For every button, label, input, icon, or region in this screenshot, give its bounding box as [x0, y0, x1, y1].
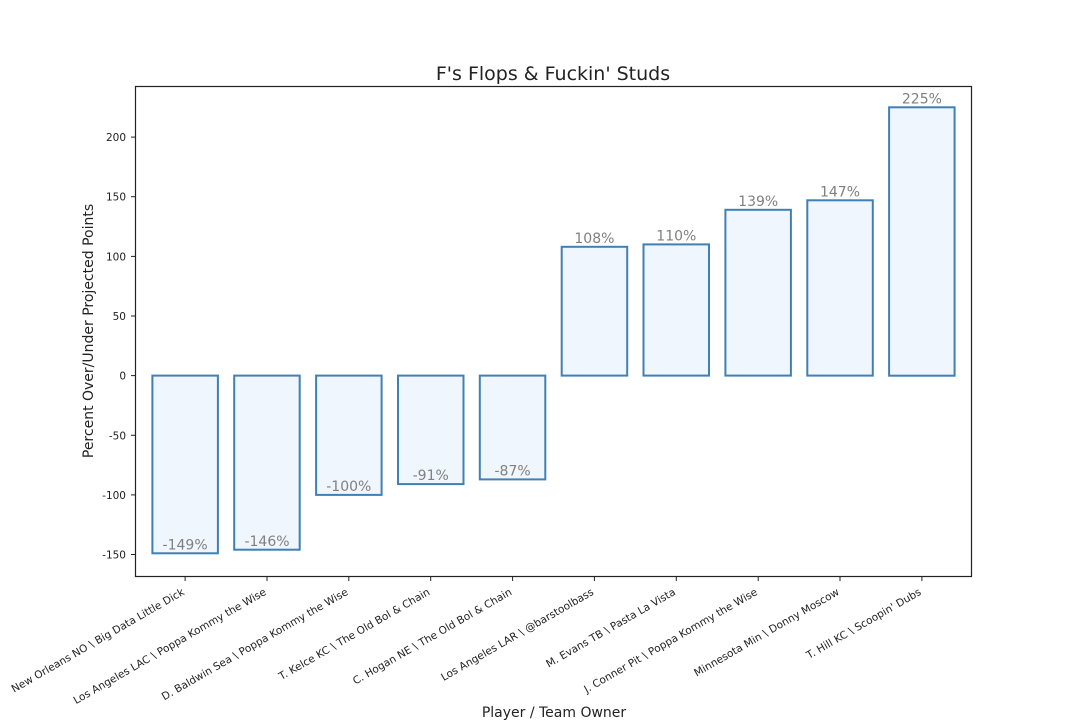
y-axis: -150 -100 -50 0 50 100 150 200	[102, 132, 136, 561]
x-tick-label-8: J. Conner Pit \ Poppa Kommy the Wise	[581, 586, 759, 696]
bars-layer	[152, 107, 954, 553]
bar-2	[234, 376, 300, 550]
x-tick-label-5: C. Hogan NE \ The Old Bol & Chain	[351, 586, 514, 687]
data-label-10: 225%	[902, 91, 942, 107]
data-label-6: 108%	[574, 231, 614, 247]
data-label-1: -149%	[163, 537, 208, 553]
data-label-7: 110%	[656, 228, 696, 244]
bar-9	[807, 200, 873, 375]
y-axis-label: Percent Over/Under Projected Points	[81, 204, 97, 458]
y-tick-label-4: 0	[119, 371, 126, 383]
data-label-2: -146%	[244, 534, 289, 550]
x-tick-label-4: T. Kelce KC \ The Old Bol & Chain	[276, 586, 432, 683]
data-label-4: -91%	[413, 468, 449, 484]
y-tick-label-6: 100	[106, 251, 126, 263]
chart-title: F's Flops & Fuckin' Studs	[436, 63, 670, 85]
bar-3	[316, 376, 382, 495]
bar-10	[889, 107, 955, 375]
x-tick-label-6: Los Angeles LAR \ @barstoolbass	[439, 586, 596, 683]
y-tick-label-7: 150	[106, 192, 126, 204]
data-label-5: -87%	[495, 463, 531, 479]
bar-6	[562, 247, 628, 376]
x-tick-label-1: New Orleans NO \ Big Data Little Dick	[10, 586, 188, 696]
bar-1	[152, 376, 218, 554]
x-axis-label: Player / Team Owner	[482, 705, 627, 720]
y-tick-label-3: -50	[109, 430, 126, 442]
x-tick-label-9: Minnesota Min \ Donny Moscow	[692, 586, 842, 679]
bar-7	[644, 244, 710, 375]
bar-8	[725, 210, 791, 376]
data-label-3: -100%	[326, 479, 371, 495]
y-tick-label-5: 50	[113, 311, 126, 323]
y-tick-label-1: -150	[102, 550, 126, 562]
data-label-9: 147%	[820, 184, 860, 200]
y-tick-label-8: 200	[106, 132, 126, 144]
x-tick-label-7: M. Evans TB \ Pasta La Vista	[544, 586, 678, 670]
data-label-8: 139%	[738, 194, 778, 210]
x-axis: New Orleans NO \ Big Data Little Dick Los…	[10, 576, 924, 707]
y-tick-label-2: -100	[102, 490, 126, 502]
